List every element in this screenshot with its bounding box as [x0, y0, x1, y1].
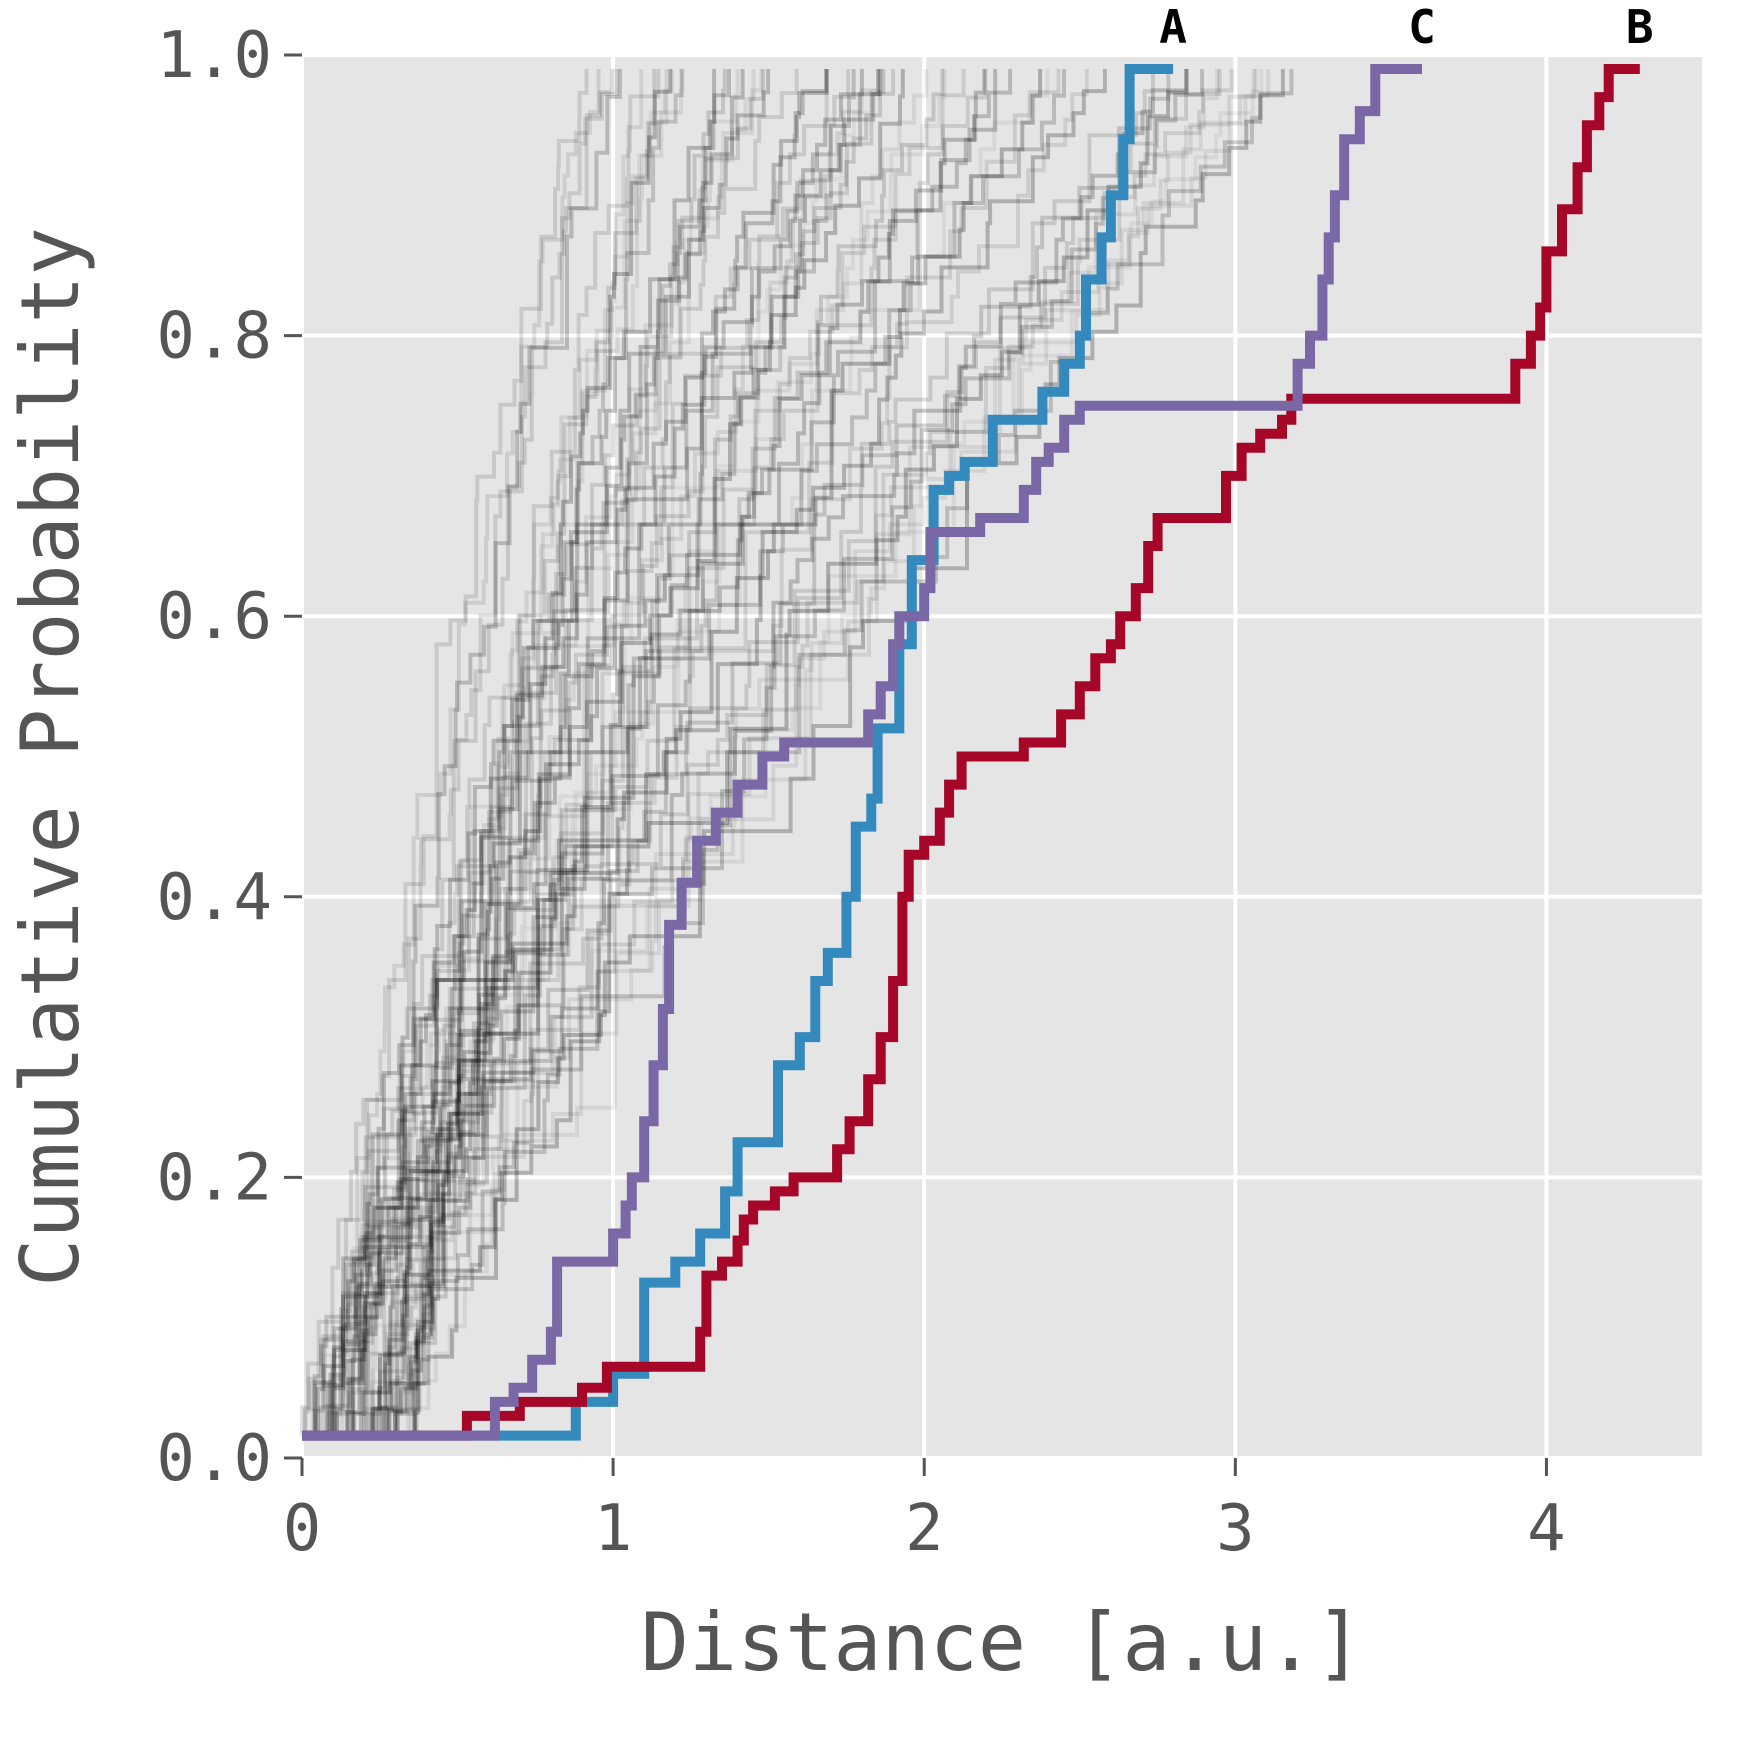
background-series-line-18: [302, 69, 799, 1438]
background-series-line-3: [302, 69, 766, 1438]
axes-group: 0 1 2 3 4 0.0 0.2 0.4 0.6 0.8 1.0: [156, 19, 1565, 1566]
x-tick-label-2: 2: [905, 1492, 944, 1566]
grid-lines: [300, 53, 1702, 1460]
background-series-line-26: [302, 69, 1171, 1438]
background-series-line-4: [302, 69, 851, 1438]
background-series-line-38: [302, 69, 745, 1438]
series-line-b: [302, 64, 1640, 1441]
y-tick-label-0: 0.0: [156, 1422, 272, 1496]
background-series-line-49: [302, 69, 669, 1438]
background-series-line-50: [300, 69, 829, 1436]
series-label-a: A: [1159, 0, 1187, 54]
background-series-line-55: [302, 69, 1222, 1438]
background-series-line-30: [302, 69, 1264, 1438]
series-line-a: [302, 64, 1174, 1441]
background-series-line-13: [302, 69, 673, 1438]
background-series-line-8: [302, 69, 717, 1438]
background-series-line-20: [302, 69, 829, 1438]
background-series-line-40: [302, 69, 1219, 1438]
background-series-line-59: [302, 69, 644, 1438]
background-series-line-51: [302, 69, 661, 1438]
background-series-line-47: [302, 69, 1205, 1438]
background-series-line-19: [302, 69, 756, 1438]
background-series-line-32: [302, 69, 1271, 1438]
background-series-line-11: [302, 69, 589, 1438]
background-series-line-41: [302, 69, 1089, 1438]
background-series-line-42: [302, 69, 622, 1438]
background-series-line-25: [302, 69, 987, 1438]
background-series-line-21: [302, 69, 1234, 1438]
background-series-line-61: [302, 69, 966, 1438]
background-series-line-22: [302, 69, 881, 1438]
x-tick-label-1: 1: [594, 1492, 633, 1566]
highlighted-series-group: A B C: [302, 0, 1654, 1441]
background-series-line-5: [302, 69, 886, 1438]
background-series-line-34: [302, 69, 1155, 1438]
background-series-line-60: [302, 69, 947, 1438]
y-axis-label: Cumulative Probability: [4, 227, 97, 1287]
background-series-line-52: [302, 69, 1061, 1438]
background-series-line-16: [302, 69, 945, 1438]
y-tick-label-2: 0.4: [156, 861, 272, 935]
y-tick-label-3: 0.6: [156, 580, 272, 654]
series-label-b: B: [1626, 0, 1654, 54]
background-series-line-0: [302, 69, 829, 1438]
background-series-line-53: [302, 69, 1107, 1438]
background-series-line-46: [302, 69, 1043, 1438]
background-series-line-12: [302, 69, 615, 1438]
background-series-line-43: [302, 69, 896, 1438]
background-series-line-45: [302, 69, 1066, 1438]
background-series-line-37: [302, 69, 882, 1438]
background-series-line-27: [302, 69, 1189, 1438]
x-tick-label-3: 3: [1216, 1492, 1255, 1566]
background-series-line-7: [302, 69, 864, 1438]
background-series-line-44: [302, 69, 619, 1438]
background-series-line-6: [302, 69, 601, 1438]
background-series-line-29: [302, 69, 731, 1438]
background-series-line-23: [302, 69, 727, 1438]
x-axis-label: Distance [a.u.]: [641, 1596, 1363, 1689]
y-tick-label-4: 0.8: [156, 300, 272, 374]
y-tick-label-1: 0.2: [156, 1141, 272, 1215]
background-series-line-17: [302, 69, 884, 1438]
background-series-line-36: [302, 69, 988, 1438]
background-series-line-35: [302, 69, 657, 1438]
background-series-line-10: [302, 69, 998, 1438]
background-series-line-58: [302, 69, 1050, 1438]
background-series-line-28: [302, 69, 684, 1438]
background-series-line-15: [302, 69, 771, 1438]
background-series-line-63: [302, 69, 881, 1438]
background-series-line-54: [302, 69, 905, 1438]
background-series-line-48: [302, 69, 929, 1438]
series-label-c: C: [1408, 0, 1436, 54]
x-tick-label-0: 0: [283, 1492, 322, 1566]
background-series-line-57: [302, 69, 1189, 1438]
background-series-line-14: [302, 69, 1259, 1438]
background-series-line-33: [302, 69, 740, 1438]
x-tick-label-4: 4: [1527, 1492, 1566, 1566]
background-series-line-56: [302, 69, 685, 1438]
background-series-line-62: [302, 69, 1285, 1438]
background-series-line-9: [302, 69, 1013, 1438]
background-series-line-2: [302, 69, 674, 1438]
background-series-group: [300, 69, 1294, 1438]
series-line-c: [302, 64, 1422, 1441]
background-series-line-31: [302, 69, 764, 1438]
background-series-line-24: [302, 69, 856, 1438]
y-tick-label-5: 1.0: [156, 19, 272, 93]
